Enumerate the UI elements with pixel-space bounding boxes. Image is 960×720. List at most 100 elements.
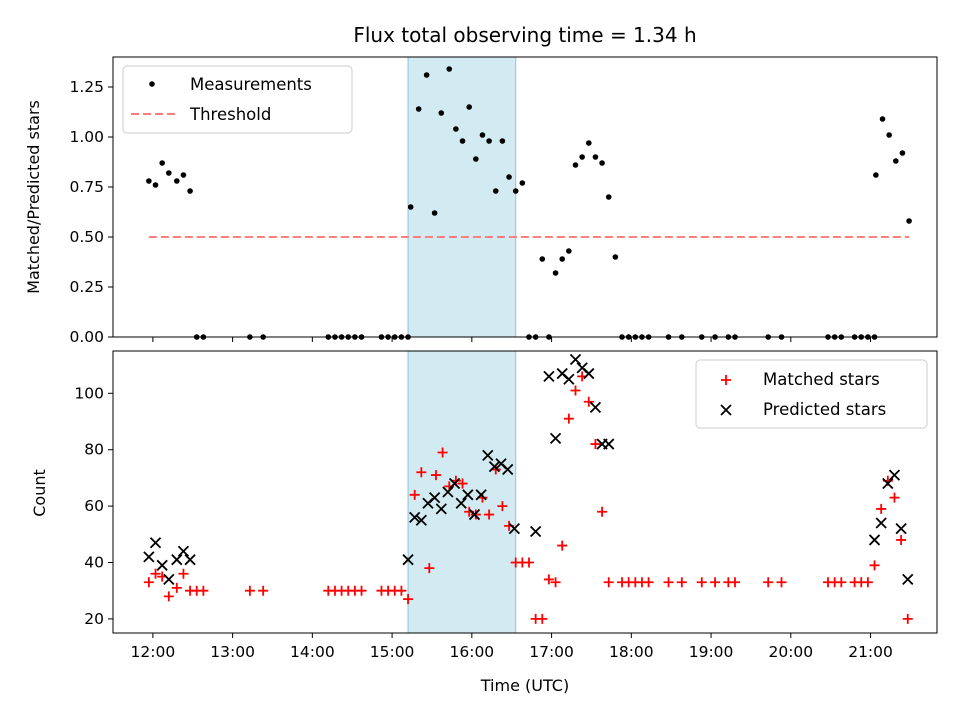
matched-star-point xyxy=(696,577,707,588)
predicted-star-point xyxy=(603,438,615,450)
measurement-point xyxy=(599,160,605,166)
predicted-star-point xyxy=(502,463,514,476)
legend-measurements-marker xyxy=(149,81,155,87)
measurement-point xyxy=(592,154,599,160)
top-ytick-label: 0.75 xyxy=(69,178,104,196)
predicted-star-point xyxy=(563,373,575,385)
matched-star-point xyxy=(537,613,548,624)
predicted-star-point xyxy=(902,573,914,586)
measurement-point xyxy=(415,106,422,112)
matched-star-point xyxy=(523,557,534,568)
bottom-ytick-label: 20 xyxy=(84,610,104,628)
measurement-point xyxy=(180,172,187,178)
matched-star-point xyxy=(244,585,255,596)
measurement-point xyxy=(492,188,499,194)
matched-star-point xyxy=(896,534,907,545)
matched-star-point xyxy=(409,489,420,500)
matched-star-point xyxy=(876,503,887,514)
matched-star-point xyxy=(470,509,481,520)
matched-star-point xyxy=(258,585,269,596)
measurement-point xyxy=(173,178,180,184)
matched-star-point xyxy=(143,577,154,588)
measurement-point xyxy=(512,188,519,194)
matched-star-point xyxy=(430,470,441,481)
predicted-star-point xyxy=(435,503,447,515)
legend-matched-marker xyxy=(721,375,731,385)
measurement-point xyxy=(566,248,572,254)
matched-star-point xyxy=(869,560,880,571)
measurement-point xyxy=(187,188,193,194)
measurement-point xyxy=(159,160,165,166)
matched-star-point xyxy=(676,577,687,588)
measurement-point xyxy=(873,172,879,178)
bottom-ytick-label: 60 xyxy=(84,497,104,515)
predicted-star-point xyxy=(475,489,487,501)
predicted-star-point xyxy=(482,449,494,461)
matched-star-point xyxy=(403,594,414,605)
measurement-point xyxy=(459,138,466,144)
measurement-point xyxy=(559,256,566,262)
predicted-star-point xyxy=(177,545,190,557)
bottom-ylabel: Count xyxy=(30,469,49,517)
top-ytick-label: 0.25 xyxy=(69,278,104,296)
measurement-point xyxy=(166,170,172,176)
predicted-star-point xyxy=(149,537,162,549)
predicted-star-point xyxy=(184,554,196,566)
measurement-point xyxy=(886,132,892,138)
measurement-point xyxy=(438,110,445,116)
measurement-point xyxy=(899,150,906,156)
matched-star-point xyxy=(603,577,614,588)
matched-star-point xyxy=(198,585,209,596)
predicted-star-point xyxy=(402,554,414,566)
matched-star-point xyxy=(356,585,367,596)
predicted-star-point xyxy=(448,477,461,490)
legend-measurements-label: Measurements xyxy=(190,75,312,94)
matched-star-point xyxy=(663,577,674,588)
matched-star-point xyxy=(597,506,608,517)
predicted-star-point xyxy=(428,492,441,504)
matched-star-point xyxy=(889,492,900,503)
top-shaded-interval xyxy=(407,56,517,338)
top-ytick-label: 1.25 xyxy=(69,78,104,96)
predicted-star-point xyxy=(468,508,481,521)
matched-star-point xyxy=(862,577,873,588)
measurement-point xyxy=(146,178,152,184)
top-ytick-label: 0.00 xyxy=(69,328,104,346)
matched-star-point xyxy=(902,613,913,624)
xtick-label: 20:00 xyxy=(768,643,813,661)
xtick-label: 15:00 xyxy=(370,643,415,661)
predicted-star-point xyxy=(882,477,894,490)
measurement-point xyxy=(906,218,912,224)
bottom-panel: 12:00 13:00 14:00 15:00 16:00 17:00 18:00 19:00… xyxy=(74,350,938,661)
predicted-star-point xyxy=(508,523,521,535)
matched-star-point xyxy=(484,509,495,520)
measurement-point xyxy=(572,162,579,168)
matched-star-point xyxy=(776,577,787,588)
predicted-star-point xyxy=(543,370,555,383)
measurement-point xyxy=(453,126,459,132)
xtick-label: 16:00 xyxy=(450,643,495,661)
matched-star-point xyxy=(550,577,561,588)
matched-star-point xyxy=(424,563,435,574)
matched-star-point xyxy=(457,478,468,489)
predicted-star-point xyxy=(455,497,467,509)
measurement-point xyxy=(407,204,414,210)
matched-star-point xyxy=(570,385,581,396)
measurement-point xyxy=(479,132,486,138)
measurement-point xyxy=(539,256,546,262)
bottom-shaded-interval xyxy=(407,350,517,634)
matched-star-point xyxy=(643,577,654,588)
bottom-ytick-label: 100 xyxy=(74,384,104,402)
measurement-point xyxy=(893,158,899,164)
bottom-axes-frame xyxy=(112,350,938,634)
matched-star-point xyxy=(396,585,407,596)
measurement-point xyxy=(466,104,472,110)
predicted-star-point xyxy=(156,559,168,571)
matched-star-point xyxy=(543,574,554,585)
measurement-point xyxy=(499,138,506,144)
matched-star-point xyxy=(836,577,847,588)
legend-predicted-marker xyxy=(720,404,732,416)
legend-threshold-label: Threshold xyxy=(189,105,271,124)
chart-title: Flux total observing time = 1.34 h xyxy=(353,23,696,47)
